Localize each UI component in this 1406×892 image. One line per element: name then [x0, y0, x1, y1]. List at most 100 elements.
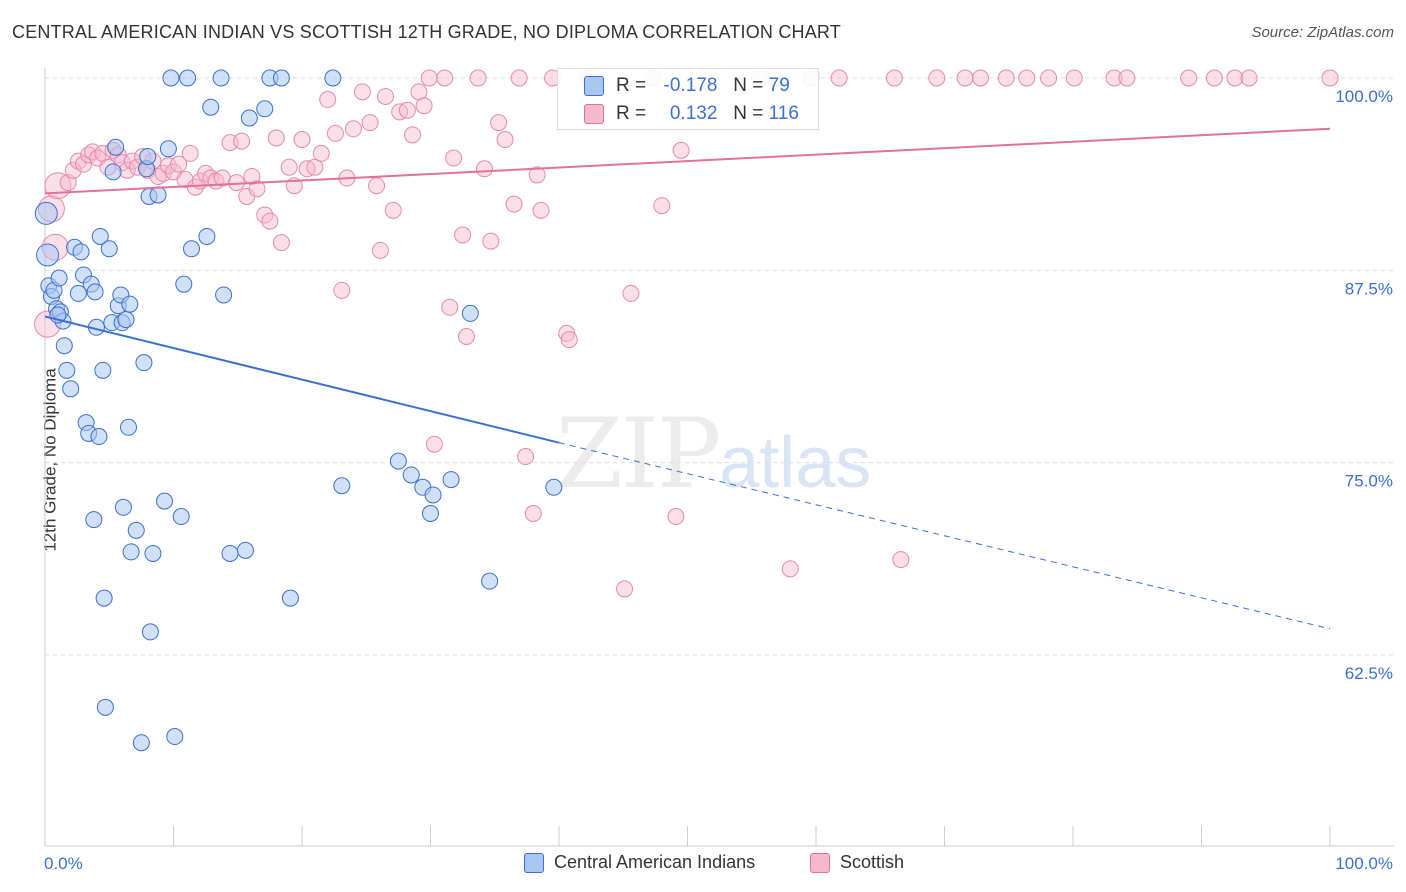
point-scottish: [532, 201, 550, 219]
point-scottish: [280, 158, 298, 176]
point-scottish: [425, 435, 443, 453]
point-central-american-indians: [324, 69, 342, 87]
point-central-american-indians: [442, 471, 460, 489]
point-central-american-indians: [85, 511, 103, 529]
point-central-american-indians: [198, 227, 216, 245]
source-label: Source: ZipAtlas.com: [1251, 24, 1394, 41]
y-tick-label: 100.0%: [1335, 87, 1393, 106]
point-central-american-indians: [86, 283, 104, 301]
r-label: R =: [616, 75, 647, 96]
point-central-american-indians: [389, 452, 407, 470]
point-scottish: [261, 212, 279, 230]
point-scottish: [377, 87, 395, 105]
point-central-american-indians: [175, 275, 193, 293]
point-central-american-indians: [144, 544, 162, 562]
point-scottish: [319, 91, 337, 109]
r-value: 0.132: [669, 103, 718, 124]
point-scottish: [368, 177, 386, 195]
n-value: 79: [768, 75, 790, 96]
legend: Central American Indians Scottish: [0, 852, 1406, 878]
point-central-american-indians: [236, 541, 254, 559]
point-central-american-indians: [221, 544, 239, 562]
n-label: N =: [733, 103, 764, 124]
point-scottish: [233, 132, 251, 150]
point-central-american-indians: [402, 466, 420, 484]
point-scottish: [353, 83, 371, 101]
point-scottish: [1018, 69, 1036, 87]
r-label: R =: [616, 103, 647, 124]
point-central-american-indians: [179, 69, 197, 87]
point-central-american-indians: [132, 734, 150, 752]
point-scottish: [248, 180, 266, 198]
point-scottish: [326, 124, 344, 142]
pink-swatch: [584, 104, 604, 124]
point-scottish: [1040, 69, 1058, 87]
point-central-american-indians: [272, 69, 290, 87]
trend-line-extension-central-american-indians: [558, 442, 1331, 630]
y-tick-label: 87.5%: [1345, 279, 1393, 298]
tick-labels: 62.5% 75.0% 87.5% 100.0% 0.0% 100.0%: [44, 87, 1393, 873]
point-scottish: [361, 114, 379, 132]
point-central-american-indians: [120, 418, 138, 436]
point-scottish: [75, 155, 93, 173]
point-central-american-indians: [135, 354, 153, 372]
point-central-american-indians: [104, 163, 122, 181]
trend-line-scottish: [44, 127, 1331, 195]
point-central-american-indians: [127, 521, 145, 539]
point-central-american-indians: [202, 98, 220, 116]
point-scottish: [885, 69, 903, 87]
point-scottish: [928, 69, 946, 87]
x-tick-label: 100.0%: [1335, 854, 1393, 873]
point-central-american-indians: [281, 589, 299, 607]
legend-item-scottish[interactable]: Scottish: [810, 852, 904, 873]
y-tick-label: 62.5%: [1345, 664, 1393, 683]
point-scottish: [616, 580, 634, 598]
point-central-american-indians: [461, 304, 479, 322]
legend-item-central-american-indians[interactable]: Central American Indians: [524, 852, 755, 873]
chart-title: CENTRAL AMERICAN INDIAN VS SCOTTISH 12TH…: [12, 22, 841, 42]
point-central-american-indians: [91, 227, 109, 245]
trend-lines: [44, 127, 1331, 630]
point-central-american-indians: [162, 69, 180, 87]
point-central-american-indians: [69, 284, 87, 302]
stats-row-central-american-indians: R = -0.178 N = 79: [558, 72, 790, 100]
point-central-american-indians: [182, 240, 200, 258]
point-scottish: [293, 131, 311, 149]
point-scottish: [653, 197, 671, 215]
point-central-american-indians: [240, 109, 258, 127]
point-scottish: [415, 97, 433, 115]
point-central-american-indians: [172, 508, 190, 526]
point-central-american-indians: [58, 361, 76, 379]
point-scottish: [667, 508, 685, 526]
r-value: -0.178: [663, 75, 718, 96]
point-central-american-indians: [117, 311, 135, 329]
point-central-american-indians: [212, 69, 230, 87]
point-scottish: [496, 131, 514, 149]
point-central-american-indians: [166, 728, 184, 746]
point-scottish: [445, 149, 463, 167]
point-central-american-indians: [100, 240, 118, 258]
point-central-american-indians: [34, 201, 58, 225]
point-scottish: [436, 69, 454, 87]
point-central-american-indians: [422, 504, 439, 522]
data-points: [34, 69, 1339, 752]
point-scottish: [267, 129, 285, 147]
point-central-american-indians: [159, 140, 177, 158]
point-scottish: [672, 141, 690, 159]
point-scottish: [441, 298, 459, 316]
point-central-american-indians: [149, 186, 167, 204]
trend-line-central-american-indians: [44, 315, 560, 444]
point-scottish: [1105, 69, 1123, 87]
point-scottish: [181, 144, 199, 162]
point-scottish: [64, 161, 82, 179]
point-central-american-indians: [107, 138, 125, 156]
point-scottish: [971, 69, 989, 87]
legend-label: Scottish: [840, 852, 905, 872]
point-scottish: [560, 331, 578, 349]
point-central-american-indians: [424, 486, 442, 504]
stats-row-scottish: R = 0.132 N = 116: [558, 100, 799, 128]
point-central-american-indians: [256, 100, 274, 118]
point-scottish: [482, 232, 500, 250]
point-scottish: [490, 114, 508, 132]
watermark-zip: ZIP: [556, 398, 721, 510]
